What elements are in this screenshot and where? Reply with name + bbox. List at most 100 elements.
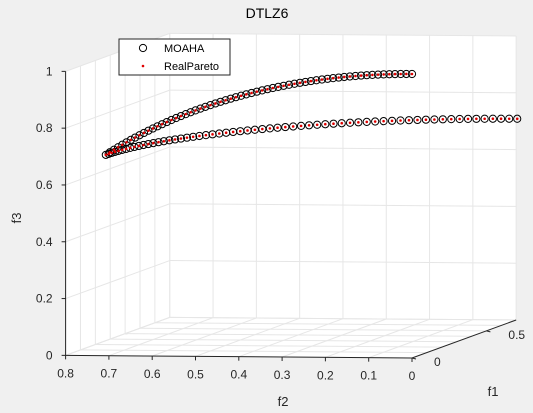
realpareto-point xyxy=(147,142,150,146)
realpareto-point xyxy=(104,153,108,157)
moaha-point xyxy=(139,128,149,138)
f3-tick-label: 0.6 xyxy=(36,178,53,192)
f2-tick-label: 0.8 xyxy=(57,366,74,380)
moaha-point xyxy=(334,73,343,82)
moaha-point xyxy=(153,122,162,131)
moaha-point xyxy=(396,69,405,79)
moaha-point xyxy=(182,133,192,142)
realpareto-point xyxy=(165,120,169,124)
moaha-point xyxy=(413,115,422,125)
grid-line xyxy=(65,203,170,243)
moaha-point xyxy=(385,70,394,79)
realpareto-point xyxy=(342,75,346,79)
legend-label-moaha: MOAHA xyxy=(164,43,205,55)
moaha-point xyxy=(165,136,174,145)
moaha-point xyxy=(167,115,176,125)
realpareto-point xyxy=(168,139,171,142)
f2-tick-label: 0.4 xyxy=(230,368,247,382)
moaha-point xyxy=(281,122,290,132)
moaha-point xyxy=(463,114,473,123)
realpareto-point xyxy=(229,97,233,101)
grid-line xyxy=(169,203,517,207)
grid-line xyxy=(368,319,474,359)
moaha-point xyxy=(295,78,305,87)
realpareto-point xyxy=(393,72,397,76)
realpareto-point xyxy=(354,74,357,78)
moaha-point xyxy=(323,74,332,83)
realpareto-point xyxy=(271,86,275,90)
realpareto-point xyxy=(129,138,133,142)
y-axis-label: f2 xyxy=(278,394,289,409)
realpareto-point xyxy=(142,131,146,135)
realpareto-point xyxy=(113,150,117,154)
tick-labels: 0.8 0.7 0.6 0.5 0.4 0.3 0.2 0.1 0 0 0.5 0 0.2 0.4 0.6 0… xyxy=(36,64,525,383)
moaha-point xyxy=(191,106,200,115)
moaha-point xyxy=(126,135,135,145)
realpareto-point xyxy=(160,122,164,126)
realpareto-point xyxy=(214,102,217,105)
moaha-point xyxy=(258,86,267,95)
realpareto-point xyxy=(189,110,192,114)
moaha-point xyxy=(289,122,298,131)
realpareto-point xyxy=(125,141,128,144)
realpareto-point xyxy=(399,119,402,122)
moaha-point xyxy=(430,115,439,124)
grid-line xyxy=(108,317,214,357)
realpareto-point xyxy=(284,125,287,129)
moaha-point xyxy=(513,114,522,123)
moaha-point xyxy=(208,130,217,139)
moaha-point xyxy=(122,138,131,147)
realpareto-point xyxy=(162,139,166,143)
moaha-point xyxy=(154,138,163,147)
realpareto-point xyxy=(405,72,408,76)
moaha-point xyxy=(231,93,240,102)
realpareto-point xyxy=(194,109,197,112)
legend-marker-moaha xyxy=(138,43,148,53)
x-axis-label: f1 xyxy=(488,384,499,399)
realpareto-point xyxy=(315,123,319,127)
moaha-point xyxy=(176,111,186,121)
realpareto-point xyxy=(315,78,318,82)
realpareto-point xyxy=(388,72,391,76)
moaha-point xyxy=(279,81,288,90)
realpareto-point xyxy=(424,118,428,122)
realpareto-point xyxy=(268,127,272,130)
realpareto-point xyxy=(116,145,120,149)
moaha-point xyxy=(373,70,383,79)
moaha-point xyxy=(159,137,168,146)
moaha-point xyxy=(480,114,489,123)
moaha-point xyxy=(329,119,338,128)
realpareto-point xyxy=(217,132,221,135)
realpareto-point xyxy=(244,93,248,96)
moaha-point xyxy=(189,132,198,141)
moaha-point xyxy=(170,135,180,144)
realpareto-point xyxy=(475,117,478,121)
moaha-point xyxy=(118,140,127,149)
realpareto-point xyxy=(133,145,136,149)
moaha-point xyxy=(263,85,272,94)
moaha-point xyxy=(421,115,431,124)
realpareto-point xyxy=(117,149,120,153)
realpareto-point xyxy=(170,118,173,122)
f1-tick-mark xyxy=(486,330,491,333)
realpareto-point xyxy=(179,114,183,118)
realpareto-point xyxy=(209,103,212,107)
moaha-point xyxy=(321,120,330,129)
realpareto-point xyxy=(120,148,124,152)
f3-tick-label: 1 xyxy=(46,64,53,78)
moaha-point xyxy=(345,118,355,127)
realpareto-point xyxy=(309,79,313,83)
moaha-point xyxy=(221,96,230,105)
moaha-point xyxy=(371,117,380,126)
realpareto-point xyxy=(320,78,324,81)
moaha-point xyxy=(390,69,400,79)
f3-tick-label: 0.8 xyxy=(36,121,53,135)
moaha-point xyxy=(252,87,261,96)
moaha-point xyxy=(176,134,186,143)
moaha-point xyxy=(149,138,158,148)
moaha-point xyxy=(211,99,220,108)
moaha-point xyxy=(148,124,158,133)
f2-tick-label: 0.7 xyxy=(101,367,118,381)
moaha-point xyxy=(247,88,256,98)
